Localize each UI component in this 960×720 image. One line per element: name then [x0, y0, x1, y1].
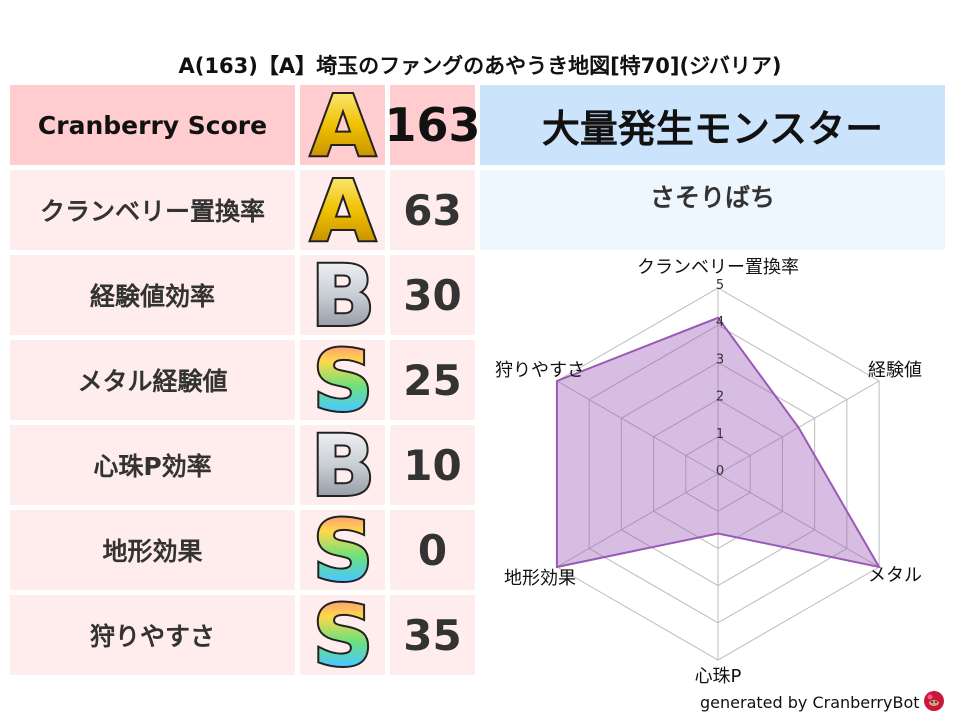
tick-label: 0 — [716, 464, 724, 479]
axis-label: 狩りやすさ — [495, 360, 585, 381]
row-value: 163 — [384, 85, 481, 165]
grid-spoke — [556, 380, 719, 475]
axis-label: 経験値 — [868, 360, 922, 381]
axis-label: 地形効果 — [504, 568, 576, 589]
page-title: A(163)【A】埼玉のファングのあやうき地図[特70](ジバリア) — [178, 54, 782, 78]
row-value: 35 — [390, 595, 475, 675]
row-label: メタル経験値 — [10, 340, 295, 420]
row-label: Cranberry Score — [10, 85, 295, 165]
monster-name: さそりばち — [480, 170, 945, 250]
grade-badge-b: B — [300, 255, 385, 335]
grade-badge-a: A — [300, 85, 385, 165]
grade-badge-s: S — [300, 340, 385, 420]
tick-label: 1 — [716, 427, 724, 442]
data-area — [555, 316, 882, 569]
tick-label: 3 — [716, 352, 724, 367]
row-label: クランベリー置換率 — [10, 170, 295, 250]
row-value: 25 — [390, 340, 475, 420]
grade-letter: A — [310, 170, 375, 250]
axis-label: クランベリー置換率 — [637, 257, 799, 278]
cranberry-bot-icon — [924, 690, 944, 711]
row-value: 10 — [390, 425, 475, 505]
axis-label: メタル — [868, 565, 922, 586]
grade-badge-b: B — [300, 425, 385, 505]
grade-letter: S — [312, 340, 373, 420]
row-value: 0 — [390, 510, 475, 590]
row-label: 狩りやすさ — [10, 595, 295, 675]
axis-label: 心珠P — [695, 666, 742, 687]
row-value: 30 — [390, 255, 475, 335]
grade-badge-s: S — [300, 595, 385, 675]
grade-letter: B — [310, 255, 374, 335]
grade-letter: B — [310, 425, 374, 505]
row-label: 地形効果 — [10, 510, 295, 590]
grade-letter: S — [312, 510, 373, 590]
row-value: 63 — [390, 170, 475, 250]
grade-letter: A — [310, 85, 375, 165]
grade-letter: S — [312, 595, 373, 675]
tick-label: 5 — [716, 278, 724, 293]
row-label: 心珠P効率 — [10, 425, 295, 505]
tick-label: 2 — [716, 390, 724, 405]
tick-label: 4 — [716, 315, 724, 330]
grid-spoke — [556, 473, 719, 568]
grid-spoke — [717, 473, 880, 568]
footer-credit: generated by CranberryBot — [700, 693, 920, 712]
monster-header: 大量発生モンスター — [480, 85, 945, 165]
row-label: 経験値効率 — [10, 255, 295, 335]
grade-badge-a: A — [300, 170, 385, 250]
grade-badge-s: S — [300, 510, 385, 590]
